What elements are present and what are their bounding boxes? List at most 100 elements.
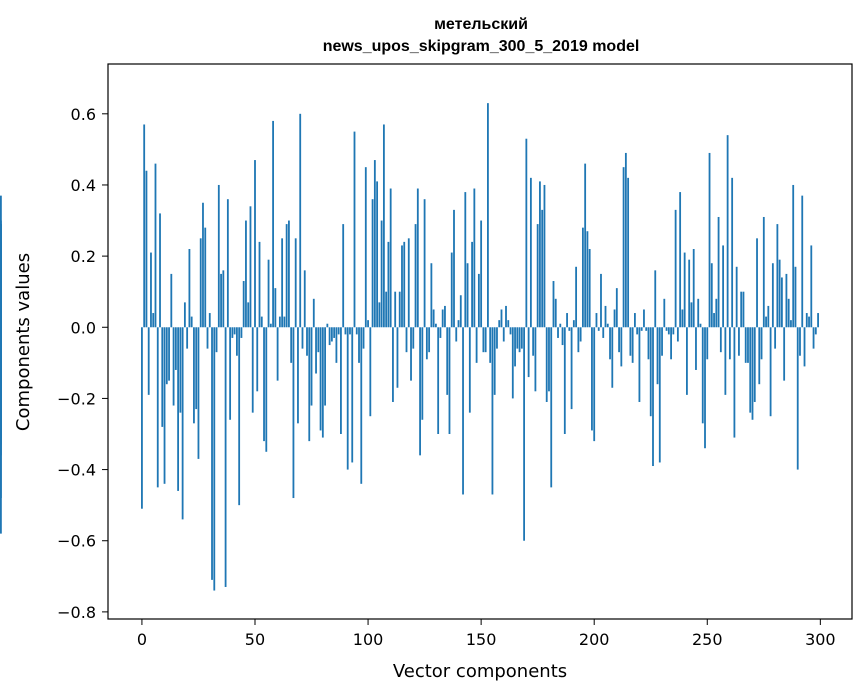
- bar: [735, 266, 738, 328]
- bar: [294, 238, 297, 328]
- x-tick-label: 50: [245, 630, 265, 649]
- bar: [801, 195, 804, 328]
- bar: [672, 327, 675, 335]
- y-axis-label: Components values: [13, 253, 34, 431]
- bar: [600, 273, 602, 328]
- bar: [597, 327, 600, 331]
- bar: [579, 327, 582, 342]
- bar: [814, 327, 817, 335]
- bar: [263, 327, 265, 442]
- bar: [507, 320, 510, 328]
- bar: [776, 224, 779, 328]
- bar: [557, 327, 559, 338]
- bar: [518, 327, 521, 353]
- bar: [636, 327, 639, 335]
- bar: [645, 327, 648, 331]
- bar: [174, 327, 177, 370]
- bar: [771, 263, 774, 328]
- bar: [306, 327, 308, 356]
- bar: [604, 305, 607, 328]
- plot-area-frame: [107, 63, 853, 620]
- bar: [491, 327, 494, 495]
- bar: [502, 327, 505, 342]
- bar: [439, 327, 442, 338]
- bar: [543, 184, 546, 328]
- bar: [471, 241, 473, 328]
- bar: [539, 181, 541, 328]
- bar: [229, 327, 232, 420]
- bar: [330, 327, 333, 342]
- bar: [177, 327, 180, 491]
- bar: [780, 277, 783, 328]
- bar: [202, 202, 204, 328]
- bar: [224, 327, 227, 587]
- bar: [810, 245, 813, 328]
- bar: [303, 270, 306, 328]
- bar: [211, 327, 213, 580]
- bar: [699, 323, 702, 328]
- bar: [407, 238, 410, 328]
- bar: [231, 327, 234, 338]
- bar: [516, 327, 519, 349]
- bar: [0, 327, 2, 438]
- bar: [297, 327, 299, 424]
- bar: [536, 224, 539, 328]
- bar: [738, 327, 740, 356]
- bar: [226, 199, 229, 328]
- bar: [290, 327, 293, 363]
- chart-title-group: метельский news_upos_skipgram_300_5_2019…: [323, 16, 640, 55]
- bar: [274, 288, 277, 328]
- bar: [299, 113, 302, 328]
- bar: [143, 124, 146, 328]
- bar: [0, 224, 2, 328]
- bar: [457, 320, 460, 328]
- bar: [265, 327, 268, 452]
- bar: [563, 327, 566, 434]
- bar: [609, 327, 611, 360]
- bar: [493, 327, 496, 395]
- bar: [425, 327, 428, 360]
- bar: [301, 327, 304, 349]
- bar: [292, 327, 295, 499]
- bar: [245, 220, 247, 328]
- bar: [208, 313, 211, 328]
- bar: [520, 327, 523, 349]
- bar: [317, 327, 320, 353]
- bar: [468, 327, 471, 413]
- bar: [640, 327, 643, 331]
- bar: [701, 327, 704, 424]
- bar: [186, 327, 189, 349]
- bar: [796, 327, 799, 470]
- bar: [733, 327, 736, 438]
- bar: [480, 220, 483, 328]
- bar: [658, 327, 661, 463]
- bar: [643, 309, 645, 328]
- bar: [529, 177, 532, 328]
- bar: [726, 135, 729, 328]
- bar: [378, 302, 381, 328]
- bar: [767, 305, 770, 328]
- bar: [593, 327, 596, 442]
- bar: [459, 295, 462, 328]
- bar: [785, 273, 788, 328]
- bar: [401, 245, 403, 328]
- bar: [147, 327, 150, 395]
- bar: [254, 160, 256, 328]
- bar: [168, 327, 170, 381]
- bar: [769, 327, 772, 417]
- x-tick-label: 150: [466, 630, 497, 649]
- bar: [441, 309, 444, 328]
- bar: [477, 273, 480, 328]
- bar: [385, 291, 388, 328]
- bar: [710, 263, 713, 328]
- bar: [554, 298, 557, 328]
- bar: [482, 327, 485, 353]
- bar: [622, 167, 625, 328]
- bar: [328, 327, 331, 346]
- bar: [238, 327, 241, 506]
- bar: [511, 327, 514, 399]
- bar: [505, 305, 507, 328]
- bar: [188, 249, 191, 328]
- x-tick-label: 100: [353, 630, 384, 649]
